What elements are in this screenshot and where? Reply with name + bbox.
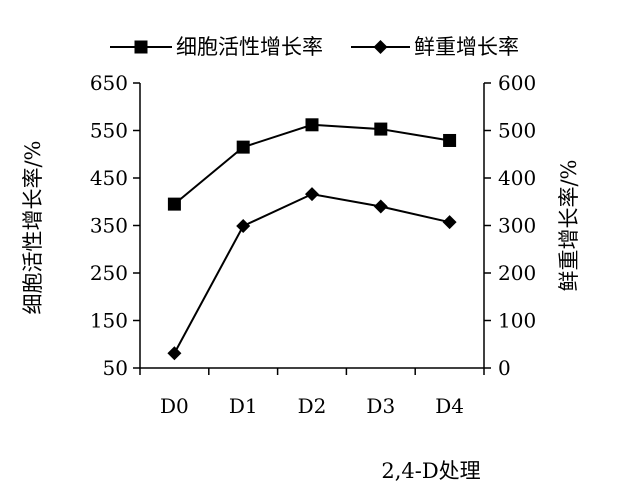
x-tick-label: D2 — [298, 394, 327, 418]
axes: 50 150 250 350 450 550 650 0 100 200 300 400 500 600 D… — [90, 71, 536, 418]
x-axis-title: 2,4-D处理 — [381, 459, 480, 483]
y-axis-left-title: 细胞活性增长率/% — [21, 140, 45, 314]
data-point-square — [374, 122, 388, 136]
data-point-diamond — [305, 187, 319, 202]
y-right-tick-label: 0 — [498, 356, 511, 380]
y-left-tick-label: 50 — [103, 356, 128, 380]
data-point-square — [443, 133, 457, 147]
y-right-tick-label: 500 — [498, 119, 536, 143]
y-right-tick-label: 400 — [498, 166, 536, 190]
data-point-square — [167, 197, 181, 211]
y-right-tick-label: 200 — [498, 261, 536, 285]
data-point-square — [305, 118, 319, 132]
legend-label: 鲜重增长率 — [414, 35, 519, 59]
y-right-tick-label: 600 — [498, 71, 536, 95]
series-line-fresh-weight — [173, 193, 450, 354]
x-tick-label: D3 — [366, 394, 395, 418]
x-tick-label: D1 — [229, 394, 258, 418]
data-point-square — [236, 140, 250, 154]
y-axis-right-title: 鲜重增长率/% — [557, 159, 581, 291]
y-left-tick-label: 150 — [90, 309, 128, 333]
legend-label: 细胞活性增长率 — [176, 35, 323, 59]
y-left-tick-label: 550 — [90, 119, 128, 143]
data-point-diamond — [167, 346, 182, 361]
y-left-tick-label: 250 — [90, 261, 128, 285]
data-point-diamond — [373, 199, 388, 214]
y-left-tick-label: 350 — [90, 214, 128, 238]
y-left-tick-label: 650 — [90, 71, 128, 95]
y-right-tick-label: 100 — [498, 309, 536, 333]
data-point-diamond — [442, 215, 457, 230]
y-right-tick-label: 300 — [498, 214, 536, 238]
plot-area — [167, 118, 457, 361]
x-tick-label: D4 — [435, 394, 464, 418]
legend: 细胞活性增长率 鲜重增长率 — [110, 35, 519, 59]
legend-marker-square — [134, 40, 148, 54]
data-point-diamond — [236, 218, 251, 233]
legend-marker-diamond — [373, 40, 388, 54]
y-left-tick-label: 450 — [90, 166, 128, 190]
x-tick-label: D0 — [160, 394, 189, 418]
